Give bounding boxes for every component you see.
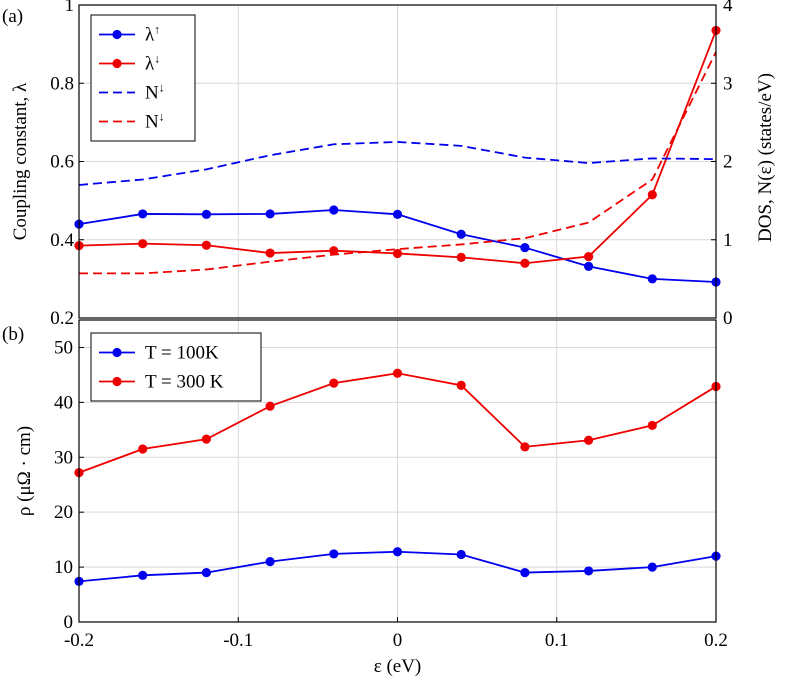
y-tick-label: 1 — [65, 0, 75, 16]
panel-a: 0.2 0.4 0.6 0.8 1 0 1 2 3 4 (a) Coupling constant… — [2, 0, 776, 329]
y-tick-label: 20 — [54, 502, 73, 523]
panel-b-legend-label-1: T = 300 K — [145, 372, 224, 393]
series-0-point-5 — [392, 209, 403, 219]
panel-a-label: (a) — [2, 6, 23, 27]
series-1-point-3 — [265, 248, 275, 258]
y2-tick-label: 2 — [723, 152, 733, 173]
series-0-point-3 — [265, 209, 275, 219]
series-0-point-6 — [456, 549, 466, 560]
y-tick-label: 0.2 — [50, 308, 74, 329]
x-tick-label: -0.2 — [64, 630, 94, 651]
y-tick-label: 0 — [64, 612, 74, 633]
panel-a-ticks: 0.2 0.4 0.6 0.8 1 0 1 2 3 4 — [50, 0, 733, 329]
series-1-point-7 — [520, 258, 530, 268]
x-tick-label: -0.1 — [223, 630, 253, 651]
series-0-point-9 — [647, 274, 657, 284]
y2-tick-label: 1 — [723, 230, 733, 251]
series-0-point-7 — [520, 242, 530, 253]
panel-b-ylabel: ρ (μΩ · cm) — [14, 426, 35, 516]
y-tick-label: 0.6 — [50, 152, 74, 173]
y2-tick-label: 4 — [723, 0, 733, 16]
panel-a-ylabel: Coupling constant, λ — [10, 82, 31, 240]
y-tick-label: 0.8 — [50, 73, 74, 94]
series-0-point-6 — [456, 229, 466, 239]
series-0-point-4 — [329, 549, 339, 559]
y-tick-label: 10 — [54, 557, 73, 578]
panel-b-legend-marker-0 — [112, 347, 122, 358]
panel-b-legend-box — [90, 332, 262, 402]
y2-tick-label: 3 — [723, 73, 733, 94]
series-1-point-4 — [329, 378, 339, 388]
panel-b-ticks: 0 10 20 30 40 50 -0.2 -0.1 0 0.1 0.2 — [54, 337, 728, 651]
series-1-point-1 — [138, 239, 148, 249]
series-1-point-9 — [647, 420, 657, 431]
series-0-point-2 — [201, 209, 211, 219]
series-1-point-1 — [138, 444, 148, 454]
y-tick-label: 0.4 — [50, 230, 74, 251]
series-1-point-5 — [392, 368, 403, 378]
x-tick-label: 0.1 — [545, 630, 569, 651]
series-line-2 — [78, 141, 717, 186]
series-line-3 — [79, 51, 717, 275]
series-0-point-1 — [138, 570, 148, 580]
series-1-point-5 — [392, 248, 403, 259]
series-1-point-3 — [265, 401, 275, 411]
y-tick-label: 30 — [54, 447, 73, 468]
y-tick-label: 40 — [54, 392, 73, 413]
y2-tick-label: 0 — [723, 308, 733, 329]
series-1-point-8 — [584, 435, 594, 445]
series-0-point-2 — [201, 567, 211, 578]
series-1-point-7 — [520, 442, 530, 452]
series-0-point-3 — [265, 557, 275, 567]
series-1-point-6 — [456, 252, 466, 262]
x-tick-label: 0 — [393, 630, 403, 651]
panel-a-legend-marker-1 — [112, 58, 122, 69]
series-1-point-6 — [456, 380, 466, 390]
series-0-point-1 — [138, 209, 148, 219]
series-1-point-8 — [584, 251, 594, 262]
x-tick-label: 0.2 — [704, 630, 728, 651]
panel-b-legend-marker-1 — [112, 376, 122, 387]
panel-a-legend: λ↑λ↓N↓N↓ — [90, 14, 196, 142]
panel-b-label: (b) — [2, 324, 24, 345]
series-0-point-8 — [584, 261, 594, 271]
panel-b-xlabel: ε (eV) — [374, 656, 422, 677]
series-0-point-4 — [329, 205, 339, 215]
series-1-point-9 — [647, 190, 657, 200]
panel-b-legend-label-0: T = 100K — [145, 343, 219, 364]
panel-a-series — [74, 25, 721, 287]
series-1-point-4 — [329, 246, 339, 256]
series-0-point-7 — [520, 567, 530, 578]
panel-b-series — [74, 368, 721, 586]
series-1-point-2 — [201, 240, 211, 250]
y-tick-label: 50 — [54, 337, 73, 358]
panel-a-legend-marker-0 — [112, 29, 122, 40]
series-0-point-8 — [584, 566, 594, 576]
panel-a-legend-box — [90, 14, 196, 142]
series-1-point-2 — [201, 434, 211, 444]
panel-b-legend: T = 100K T = 300 K — [90, 332, 262, 402]
panel-b: 0 10 20 30 40 50 -0.2 -0.1 0 0.1 0.2 (b) ρ (μΩ · c… — [2, 319, 728, 677]
series-0-point-5 — [392, 547, 403, 557]
series-0-point-9 — [647, 562, 657, 572]
panel-a-y2label: DOS, N(ε) (states/eV) — [755, 73, 776, 242]
